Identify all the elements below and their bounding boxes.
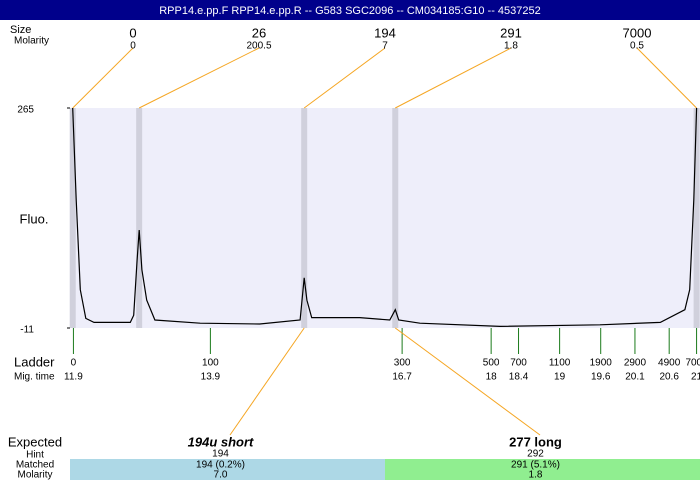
peak-link bbox=[303, 47, 386, 109]
peak-molarity: 200.5 bbox=[246, 41, 271, 52]
peak-band bbox=[69, 108, 76, 328]
ladder-size: 100 bbox=[202, 358, 219, 369]
ladder-time-label: Mig. time bbox=[14, 372, 55, 383]
call-molarity: 7.0 bbox=[214, 470, 228, 480]
ladder-size: 4900 bbox=[658, 358, 681, 369]
plot-area bbox=[70, 108, 700, 328]
ladder-time: 13.9 bbox=[201, 372, 221, 383]
ladder-time: 20.1 bbox=[625, 372, 645, 383]
top-label: Molarity bbox=[14, 36, 49, 47]
ladder-time: 11.9 bbox=[64, 372, 83, 383]
ladder-time: 18.4 bbox=[509, 372, 529, 383]
peak-link bbox=[636, 47, 697, 109]
call-hint: 194 bbox=[212, 449, 229, 460]
ladder-time: 16.7 bbox=[392, 372, 412, 383]
peak-size: 0 bbox=[129, 25, 136, 40]
peak-size: 26 bbox=[252, 25, 266, 40]
ladder-size: 300 bbox=[394, 358, 411, 369]
ladder-time: 19.6 bbox=[591, 372, 611, 383]
call-hint: 292 bbox=[527, 449, 544, 460]
peak-molarity: 0 bbox=[130, 41, 136, 52]
peak-size: 291 bbox=[500, 25, 522, 40]
trace bbox=[72, 107, 698, 328]
peak-band bbox=[693, 108, 700, 328]
expected-label: Molarity bbox=[17, 470, 52, 480]
ladder-time: 21 bbox=[691, 372, 700, 383]
call-matched: 291 (5.1%) bbox=[511, 460, 560, 471]
expected-label: Expected bbox=[8, 434, 62, 449]
peak-band bbox=[392, 108, 399, 328]
ladder-label: Ladder bbox=[14, 354, 55, 369]
peak-size: 194 bbox=[374, 25, 396, 40]
ladder-time: 20.6 bbox=[659, 372, 679, 383]
peak-molarity: 0.5 bbox=[630, 41, 644, 52]
ladder-size: 500 bbox=[483, 358, 500, 369]
ladder-size: 7000 bbox=[685, 358, 700, 369]
peak-size: 7000 bbox=[623, 25, 652, 40]
y-tick-label: 265 bbox=[17, 105, 34, 116]
call-molarity: 1.8 bbox=[529, 470, 543, 480]
peak-link bbox=[72, 47, 134, 109]
axis-label: Fluo. bbox=[20, 211, 49, 226]
call-link bbox=[229, 327, 305, 436]
ladder-time: 18 bbox=[486, 372, 498, 383]
peak-link bbox=[138, 47, 260, 109]
call-name: 194u short bbox=[188, 434, 254, 449]
top-label: Size bbox=[10, 24, 31, 36]
ladder-size: 2900 bbox=[624, 358, 647, 369]
peak-molarity: 7 bbox=[382, 41, 388, 52]
ladder-size: 0 bbox=[71, 358, 77, 369]
call-box bbox=[70, 459, 385, 480]
call-box bbox=[385, 459, 700, 480]
call-link bbox=[394, 327, 541, 436]
peak-band bbox=[301, 108, 308, 328]
title: RPP14.e.pp.F RPP14.e.pp.R -- G583 SGC209… bbox=[159, 5, 541, 17]
peak-link bbox=[395, 47, 512, 109]
call-name: 277 long bbox=[509, 434, 562, 449]
peak-molarity: 1.8 bbox=[504, 41, 518, 52]
call-matched: 194 (0.2%) bbox=[196, 460, 245, 471]
title-bar bbox=[0, 0, 700, 20]
expected-label: Matched bbox=[16, 460, 54, 471]
ladder-size: 1100 bbox=[549, 358, 571, 369]
peak-band bbox=[136, 108, 143, 328]
ladder-size: 700 bbox=[510, 358, 527, 369]
expected-label: Hint bbox=[26, 450, 44, 461]
y-tick-label: -11 bbox=[20, 325, 34, 336]
ladder-time: 19 bbox=[554, 372, 566, 383]
ladder-size: 1900 bbox=[590, 358, 613, 369]
